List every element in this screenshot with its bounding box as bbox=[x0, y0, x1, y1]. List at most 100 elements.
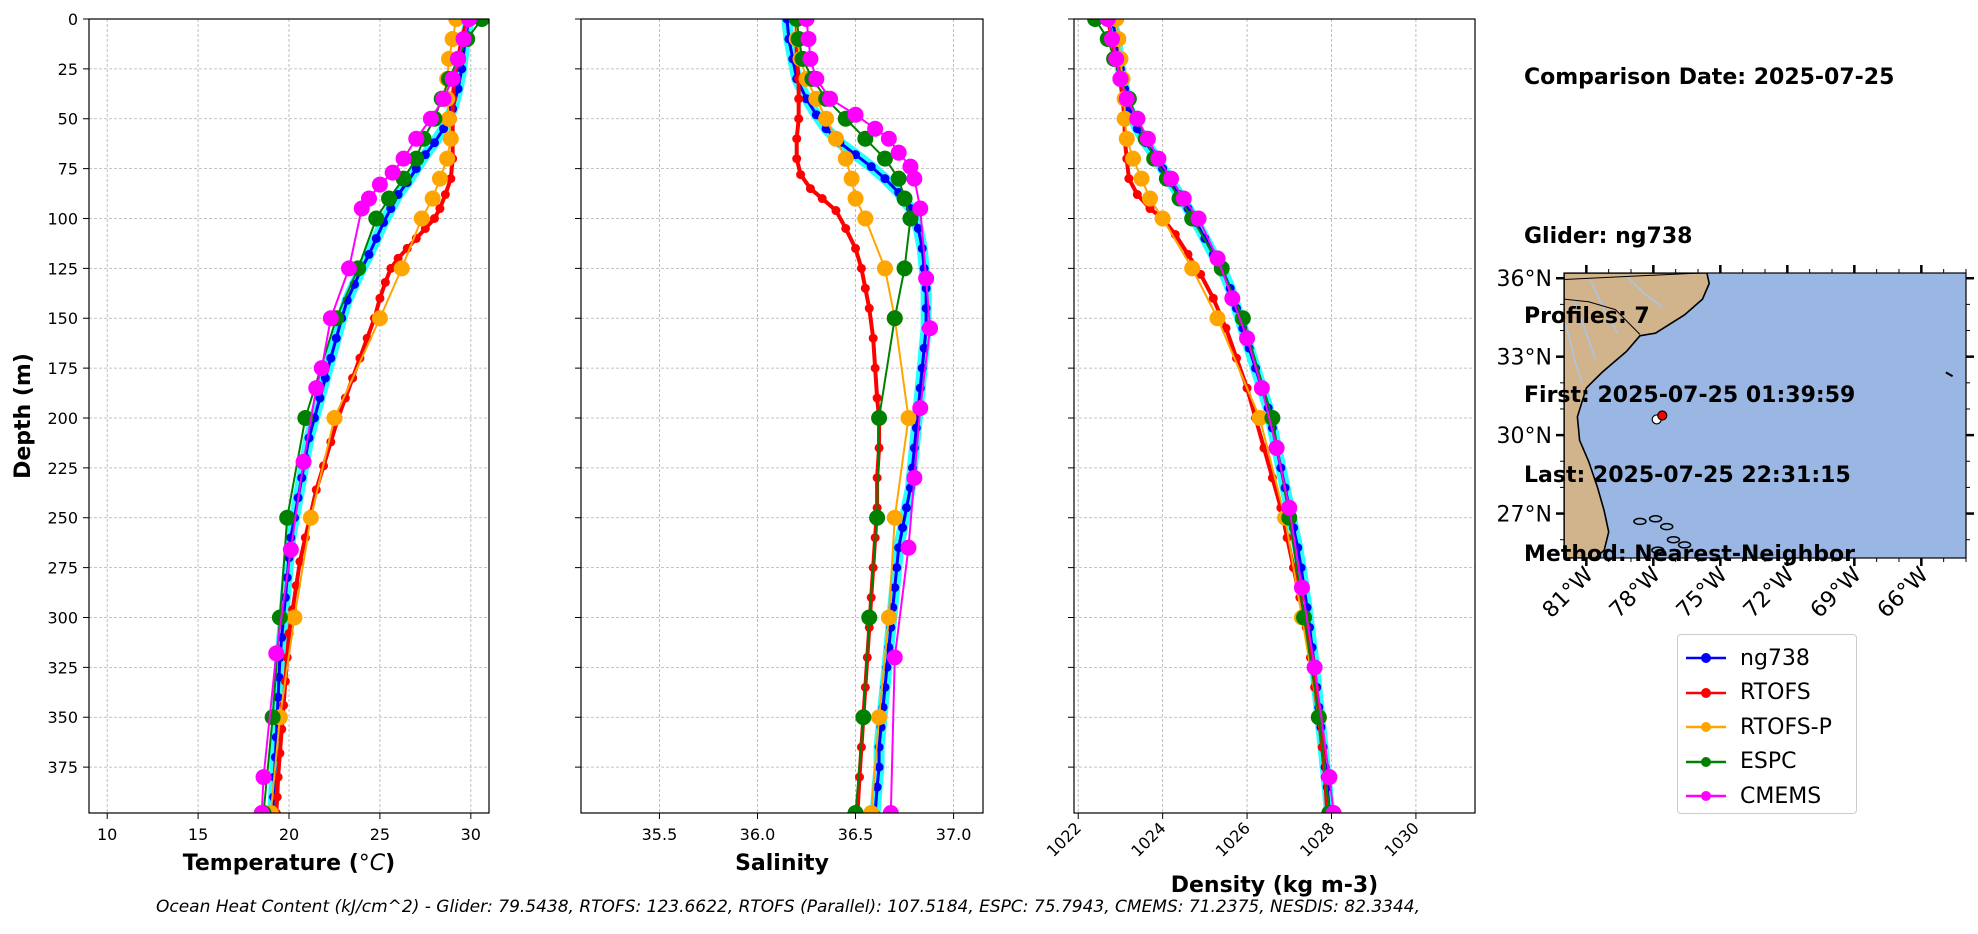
data-point-cmems bbox=[1129, 110, 1146, 127]
data-point-rtofs-p bbox=[1133, 170, 1150, 187]
data-point-cmems bbox=[880, 130, 897, 147]
data-point-cmems bbox=[1163, 170, 1180, 187]
data-point-cmems bbox=[1306, 659, 1323, 676]
x-tick-label: 37.0 bbox=[936, 825, 972, 844]
glider-name: Glider: ng738 bbox=[1524, 224, 1693, 249]
last-profile-time: Last: 2025-07-25 22:31:15 bbox=[1524, 462, 1851, 488]
data-point-espc bbox=[896, 190, 913, 207]
data-point-rtofs-p bbox=[424, 190, 441, 207]
data-point-rtofs bbox=[1132, 190, 1142, 200]
data-point-cmems bbox=[308, 380, 325, 397]
island bbox=[1677, 541, 1692, 549]
x-tick-label: 30 bbox=[461, 825, 481, 844]
legend-item-rtofs: RTOFS bbox=[1686, 678, 1811, 708]
legend-label: ng738 bbox=[1740, 645, 1810, 671]
data-point-cmems bbox=[395, 150, 412, 167]
axes-frame bbox=[1073, 18, 1476, 814]
data-point-espc bbox=[473, 19, 489, 27]
profile-count: Profiles: 7 bbox=[1524, 303, 1650, 329]
data-point-cmems bbox=[1224, 290, 1241, 307]
x-tick-label: 1022 bbox=[1043, 818, 1085, 860]
island bbox=[1659, 522, 1674, 531]
data-point-cmems bbox=[1321, 769, 1338, 786]
data-point-cmems bbox=[435, 90, 452, 107]
ohc-footer: Ocean Heat Content (kJ/cm^2) - Glider: 7… bbox=[0, 897, 1978, 917]
salinity-panel: 35.5 36.0 36.5 37.0 Salinity bbox=[575, 18, 984, 876]
data-point-rtofs-p bbox=[1184, 260, 1201, 277]
data-point-cmems bbox=[1209, 250, 1226, 267]
y-axis-label: Depth (m) bbox=[11, 353, 36, 479]
data-point-espc bbox=[1087, 19, 1104, 27]
interp-method: Method: Nearest-Neighbor bbox=[1524, 542, 1855, 567]
data-point-rtofs-p bbox=[1116, 110, 1133, 127]
river bbox=[1565, 325, 1583, 384]
data-point-espc bbox=[855, 709, 872, 726]
data-point-rtofs bbox=[375, 293, 385, 303]
data-point-ng738 bbox=[917, 243, 927, 253]
data-point-cmems bbox=[455, 30, 472, 47]
data-point-cmems bbox=[1175, 190, 1192, 207]
data-point-espc bbox=[896, 260, 913, 277]
data-point-cmems bbox=[800, 30, 817, 47]
x-axis-label: Density (kg m-3) bbox=[1171, 873, 1379, 898]
y-tick-label: 225 bbox=[47, 459, 78, 478]
data-point-cmems bbox=[322, 310, 339, 327]
data-point-cmems bbox=[1108, 50, 1125, 67]
legend-swatch bbox=[1686, 687, 1726, 698]
data-point-ng738 bbox=[913, 223, 923, 233]
data-point-rtofs-p bbox=[880, 609, 897, 626]
lat-tick-label: 33°N bbox=[1497, 346, 1552, 371]
comparison-date: Comparison Date: 2025-07-25 bbox=[1524, 65, 1895, 90]
data-point-rtofs-p bbox=[371, 310, 388, 327]
data-point-rtofs bbox=[868, 333, 878, 343]
x-tick-label: 20 bbox=[279, 825, 299, 844]
info-spacer bbox=[1524, 145, 1894, 172]
island bbox=[1666, 535, 1681, 544]
data-point-cmems bbox=[282, 541, 299, 558]
data-point-rtofs-p bbox=[843, 170, 860, 187]
data-point-rtofs-p bbox=[1125, 150, 1142, 167]
data-point-ng738 bbox=[866, 162, 876, 172]
data-point-rtofs-p bbox=[900, 409, 917, 426]
data-point-ng738 bbox=[439, 124, 449, 134]
series-group bbox=[781, 19, 939, 813]
data-point-cmems bbox=[253, 805, 270, 813]
island bbox=[1633, 517, 1647, 526]
data-point-cmems bbox=[906, 170, 923, 187]
legend-swatch bbox=[1686, 722, 1726, 732]
data-point-cmems bbox=[867, 120, 884, 137]
x-tick-label: 10 bbox=[97, 825, 117, 844]
data-point-espc bbox=[408, 150, 425, 167]
y-tick-label: 175 bbox=[47, 359, 78, 378]
land bbox=[1564, 273, 1711, 558]
legend-swatch bbox=[1686, 756, 1726, 767]
data-point-rtofs-p bbox=[1141, 190, 1158, 207]
data-point-rtofs bbox=[1124, 174, 1134, 184]
data-point-cmems bbox=[384, 164, 401, 181]
data-point-rtofs-p bbox=[863, 805, 880, 813]
data-point-cmems bbox=[295, 453, 312, 470]
data-point-rtofs bbox=[856, 263, 866, 273]
data-point-ng738 bbox=[364, 249, 374, 259]
river bbox=[1625, 275, 1663, 308]
y-tick-label: 200 bbox=[47, 409, 78, 428]
x-tick-label: 36.5 bbox=[838, 825, 874, 844]
y-tick-label: 75 bbox=[58, 160, 78, 179]
data-point-cmems bbox=[1112, 70, 1129, 87]
state-border bbox=[1564, 273, 1701, 280]
y-tick-label: 100 bbox=[47, 209, 78, 228]
lat-tick-label: 27°N bbox=[1497, 503, 1552, 528]
data-point-rtofs bbox=[872, 393, 882, 403]
y-tick-label: 25 bbox=[58, 60, 78, 79]
data-point-cmems bbox=[1103, 30, 1120, 47]
data-point-rtofs-p bbox=[413, 210, 430, 227]
data-point-espc bbox=[876, 150, 893, 167]
data-point-cmems bbox=[847, 106, 864, 123]
data-point-espc bbox=[1310, 709, 1327, 726]
data-point-rtofs bbox=[864, 303, 874, 313]
legend-swatch bbox=[1686, 791, 1726, 801]
x-tick-label: 25 bbox=[370, 825, 390, 844]
data-point-rtofs-p bbox=[857, 210, 874, 227]
y-tick-label: 150 bbox=[47, 309, 78, 328]
data-point-cmems bbox=[1150, 150, 1167, 167]
